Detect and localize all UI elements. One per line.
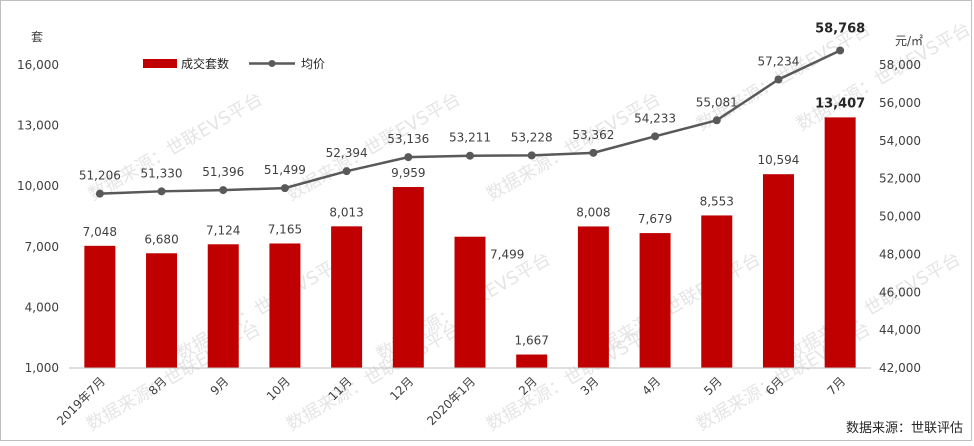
bar (454, 236, 486, 368)
price-point (219, 186, 228, 195)
bar-data-label: 8,008 (576, 205, 610, 219)
source-note: 数据来源：世联评估 (846, 421, 963, 436)
y-left-tick: 16,000 (17, 58, 59, 72)
bar (207, 244, 239, 368)
bar-data-label: 6,680 (144, 232, 178, 246)
y-right-tick: 42,000 (879, 361, 921, 375)
bar (824, 117, 856, 368)
bar (146, 253, 178, 368)
price-data-label: 51,396 (202, 165, 244, 179)
watermark-text: 数据来源：世联EVS平台 (483, 89, 664, 206)
bar-data-label: 10,594 (757, 153, 799, 167)
bar-data-label: 7,124 (206, 223, 240, 237)
price-point (95, 189, 104, 198)
watermark-text: 数据来源：世联EVS平台 (483, 319, 664, 436)
y-right-tick: 54,000 (879, 134, 921, 148)
price-point (157, 187, 166, 196)
legend-bar-swatch (143, 59, 177, 68)
price-point (651, 132, 660, 141)
bar-data-label: 13,407 (815, 96, 865, 111)
x-tick: 5月 (701, 374, 725, 398)
line-layer (95, 46, 845, 198)
x-tick: 2020年1月 (424, 374, 478, 428)
price-data-label: 53,362 (572, 128, 614, 142)
y-left-tick: 4,000 (25, 300, 59, 314)
bar (577, 226, 609, 368)
y-left-tick: 10,000 (17, 179, 59, 193)
y-right-tick: 58,000 (879, 58, 921, 72)
price-point (589, 148, 598, 157)
bar-data-label: 7,499 (490, 248, 524, 262)
x-tick: 4月 (639, 374, 663, 398)
price-data-label: 57,234 (757, 55, 799, 69)
price-point (527, 151, 536, 160)
bar-data-label: 7,048 (83, 225, 117, 239)
bar (701, 215, 733, 368)
bar-data-label: 7,165 (268, 222, 302, 236)
legend: 成交套数 均价 (143, 56, 325, 71)
y-left-tick: 13,000 (17, 119, 59, 133)
y-left-tick: 1,000 (25, 361, 59, 375)
bar-data-label: 1,667 (515, 334, 549, 348)
price-point (836, 46, 845, 55)
price-data-label: 53,228 (511, 130, 553, 144)
price-data-label: 53,136 (387, 132, 429, 146)
price-point (466, 151, 474, 160)
legend-bar-label: 成交套数 (181, 56, 229, 71)
x-tick: 10月 (264, 374, 293, 403)
y-right-tick: 46,000 (879, 285, 921, 299)
price-data-label: 54,233 (634, 111, 676, 125)
bar (762, 174, 794, 368)
y-right-tick: 56,000 (879, 96, 921, 110)
x-tick: 7月 (824, 374, 848, 398)
bar (639, 233, 671, 368)
price-data-label: 53,211 (449, 131, 491, 145)
price-data-label: 51,206 (79, 169, 121, 183)
price-point (712, 116, 721, 125)
bar-data-label: 8,013 (329, 205, 363, 219)
bar-layer (84, 117, 856, 368)
watermark-text: 数据来源：世联EVS平台 (173, 249, 354, 366)
watermark-text: 数据来源：世联EVS平台 (283, 89, 464, 206)
label-layer: 7,048 6,680 7,124 7,165 8,013 9,959 7,499 1,667… (79, 21, 865, 347)
price-data-label: 55,081 (696, 95, 738, 109)
bar (269, 243, 301, 368)
bar (516, 354, 548, 368)
price-data-label: 52,394 (326, 146, 368, 160)
x-tick: 9月 (208, 374, 232, 398)
y-right-tick: 52,000 (879, 172, 921, 186)
y-right-tick: 44,000 (879, 323, 921, 337)
y-right-tick: 50,000 (879, 210, 921, 224)
price-data-label: 58,768 (815, 21, 865, 36)
y-left-unit: 套 (31, 30, 43, 44)
price-data-label: 51,330 (141, 166, 183, 180)
bar (392, 187, 424, 368)
price-data-label: 51,499 (264, 163, 306, 177)
watermark-text: 数据来源：世联EVS平台 (85, 89, 266, 206)
price-point (404, 153, 413, 162)
bar-data-label: 7,679 (638, 212, 672, 226)
bar (331, 226, 363, 368)
y-right-tick: 48,000 (879, 247, 921, 261)
bar-data-label: 9,959 (391, 166, 425, 180)
y-right-unit: 元/㎡ (895, 34, 923, 48)
bar (84, 245, 116, 368)
price-point (280, 184, 289, 193)
watermark-text: 数据来源：世联EVS平台 (783, 249, 964, 366)
legend-line-label: 均价 (301, 57, 325, 71)
bar-data-label: 8,553 (700, 194, 734, 208)
y-left-tick: 7,000 (25, 240, 59, 254)
price-point (774, 75, 783, 84)
price-point (342, 167, 351, 176)
legend-line-marker (268, 60, 276, 67)
